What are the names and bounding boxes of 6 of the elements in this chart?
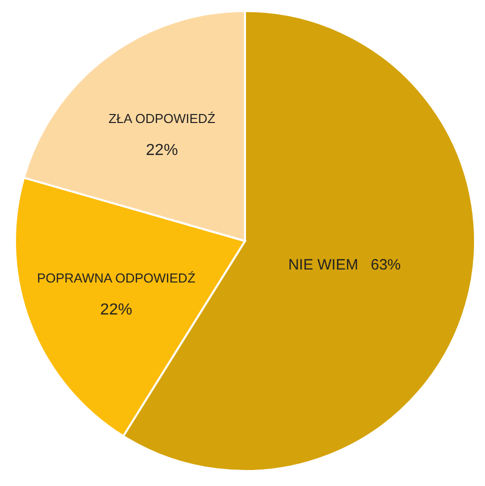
data-label: 22%	[146, 142, 178, 159]
data-label: 63%	[370, 256, 401, 274]
data-label: 22%	[100, 302, 132, 319]
slice-label: NIE WIEM	[288, 256, 358, 274]
slice-label: POPRAWNA ODPOWIEDŹ	[36, 270, 196, 286]
slice-label: ZŁA ODPOWIEDŹ	[108, 110, 216, 126]
